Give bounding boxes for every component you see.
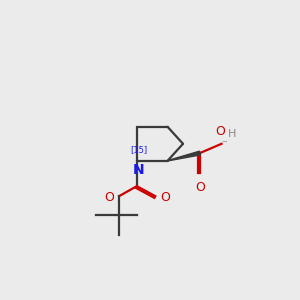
Text: O: O xyxy=(215,124,225,138)
Text: O: O xyxy=(195,181,205,194)
Text: N: N xyxy=(133,163,144,177)
Polygon shape xyxy=(168,151,200,161)
Text: [15]: [15] xyxy=(130,145,147,154)
Text: H: H xyxy=(228,129,236,139)
Text: O: O xyxy=(104,191,114,204)
Text: O: O xyxy=(161,191,171,204)
